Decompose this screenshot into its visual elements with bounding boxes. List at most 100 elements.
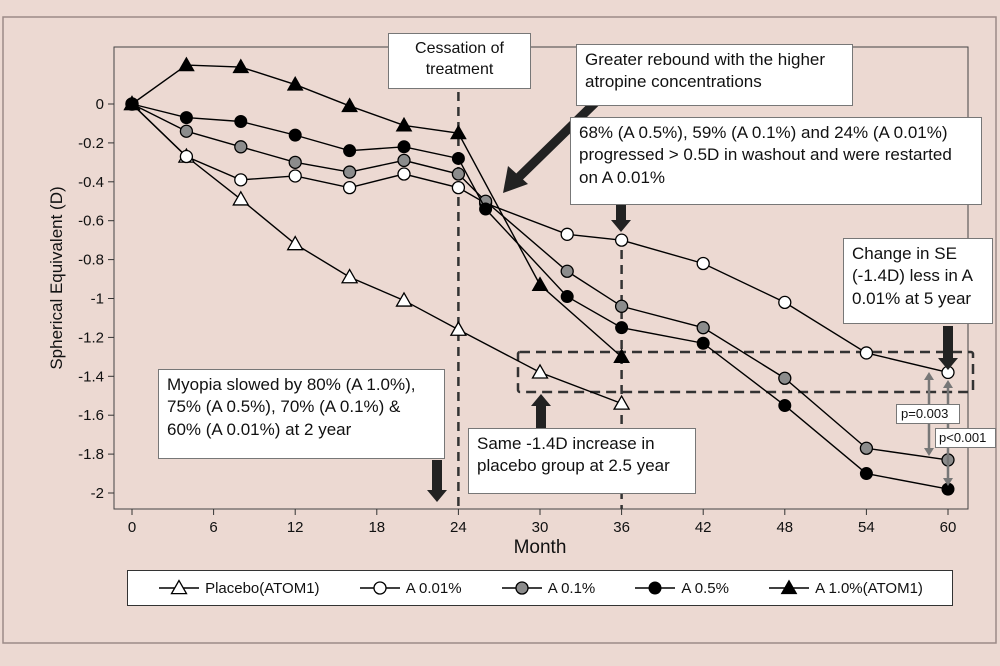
arrow-head [427, 490, 447, 502]
data-point-marker [451, 167, 466, 181]
series-a-1-0-atom1- [123, 56, 630, 363]
arrow-head [938, 358, 958, 370]
y-tick-label: -1.8 [78, 446, 104, 463]
legend-swatch [769, 579, 810, 595]
p-value-0001-label: p<0.001 [935, 428, 996, 448]
y-tick-label: -1.6 [78, 407, 104, 424]
data-point-marker [123, 95, 141, 111]
legend-label: Placebo(ATOM1) [205, 579, 320, 597]
p-value-0003-label: p=0.003 [896, 404, 960, 424]
data-point-marker [560, 264, 574, 278]
legend-label: A 0.1% [547, 579, 596, 597]
data-point-marker [232, 58, 250, 74]
arrow-head [611, 220, 631, 232]
data-point-marker [234, 173, 248, 187]
arrow-head [924, 448, 934, 456]
legend-label: A 0.01% [405, 579, 462, 597]
rebound-arrow [503, 96, 602, 193]
data-point-marker [170, 579, 188, 595]
data-point-marker [515, 581, 529, 595]
data-point-marker [286, 76, 304, 91]
y-tick-label: -0.4 [78, 174, 104, 191]
data-point-marker [179, 124, 194, 138]
x-tick-label: 18 [368, 519, 385, 536]
y-axis-title: Spherical Equivalent (D) [47, 186, 66, 369]
data-point-marker [560, 227, 574, 241]
data-point-marker [451, 151, 465, 165]
change-se-annotation: Change in SE (-1.4D) less in A 0.01% at … [843, 238, 993, 324]
data-point-marker [614, 299, 629, 313]
data-point-marker [696, 336, 710, 350]
legend-item: A 0.5% [633, 578, 729, 598]
legend-swatch [159, 579, 200, 595]
series-a-0-1- [125, 97, 955, 467]
data-point-marker [560, 290, 574, 304]
data-point-marker [234, 140, 248, 154]
legend-label: A 1.0%(ATOM1) [815, 579, 923, 597]
data-point-marker [531, 276, 549, 292]
legend-item: A 0.01% [358, 578, 462, 598]
arrow-head [531, 394, 551, 406]
data-point-marker [859, 467, 873, 481]
data-point-marker [451, 180, 466, 195]
series-line [131, 103, 949, 374]
cessation-annotation: Cessation of treatment [388, 33, 531, 89]
y-tick-label: -0.8 [78, 252, 104, 269]
data-point-marker [179, 111, 193, 125]
data-point-marker [397, 140, 411, 154]
data-point-marker [286, 235, 304, 251]
x-tick-label: 36 [613, 519, 630, 536]
data-point-marker [232, 190, 250, 206]
data-point-marker [397, 167, 411, 181]
series-a-0-01- [125, 97, 955, 380]
data-point-marker [859, 346, 874, 360]
arrow-shaft [536, 406, 546, 430]
data-point-marker [696, 321, 710, 335]
data-point-marker [234, 115, 248, 129]
legend-item: A 1.0%(ATOM1) [767, 578, 923, 598]
arrows-layer [427, 96, 958, 502]
same-increase-annotation: Same -1.4D increase in placebo group at … [468, 428, 696, 494]
data-point-marker [780, 579, 798, 595]
arrow-shaft [432, 460, 442, 490]
data-point-marker [859, 441, 874, 455]
arrow-shaft [943, 326, 953, 358]
chart-frame [2, 16, 997, 644]
data-point-marker [341, 97, 358, 113]
data-point-marker [778, 371, 792, 385]
arrow-shaft [512, 96, 602, 184]
highlight-box [516, 350, 975, 394]
myopia-arrow [427, 460, 447, 502]
highlight-box-rect [516, 350, 975, 394]
data-point-marker [178, 56, 195, 72]
progressed-annotation: 68% (A 0.5%), 59% (A 0.1%) and 24% (A 0.… [570, 117, 982, 205]
x-tick-label: 42 [695, 519, 712, 536]
data-point-marker [450, 124, 467, 140]
myopia-annotation: Myopia slowed by 80% (A 1.0%), 75% (A 0.… [158, 369, 445, 459]
legend-swatch [501, 581, 542, 595]
data-point-marker [340, 268, 359, 284]
data-point-marker [613, 348, 630, 363]
legend-label: A 0.5% [681, 579, 729, 597]
data-point-marker [479, 202, 493, 216]
data-point-marker [395, 116, 413, 132]
arrow-head [943, 380, 953, 388]
y-tick-label: -1.4 [78, 368, 104, 385]
series-layer [123, 56, 955, 496]
data-point-marker [395, 291, 413, 307]
data-point-marker [778, 398, 792, 412]
change-se-arrow [938, 326, 958, 370]
axes: 0 6 12 18 24 30 36 42 48 54 60 0 -0.2 -0.4 -0.6 -0.8 -1 -… [78, 96, 956, 536]
y-tick-label: -0.6 [78, 213, 104, 230]
x-tick-label: 0 [128, 519, 136, 536]
series-a-0-5- [125, 97, 955, 496]
legend-swatch [359, 581, 400, 595]
data-point-marker [179, 149, 194, 164]
data-point-marker [342, 180, 357, 195]
y-tick-label: -1.2 [78, 329, 104, 346]
x-tick-label: 12 [287, 519, 304, 536]
x-tick-label: 24 [450, 519, 467, 536]
arrow-head [503, 166, 528, 193]
legend-swatch [635, 581, 676, 595]
x-axis-title: Month [514, 537, 567, 558]
